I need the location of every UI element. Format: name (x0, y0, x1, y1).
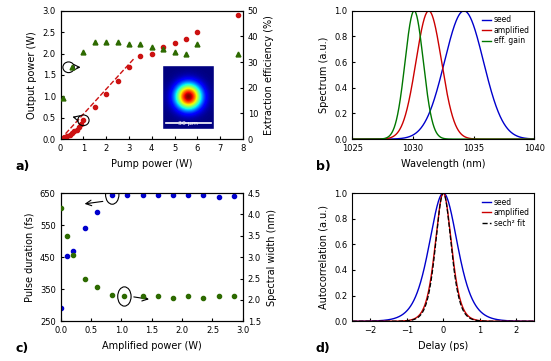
Legend: seed, amplified, sech² fit: seed, amplified, sech² fit (481, 197, 531, 229)
Legend: seed, amplified, eff. gain: seed, amplified, eff. gain (481, 15, 531, 46)
Y-axis label: Spectral width (nm): Spectral width (nm) (267, 209, 277, 306)
Y-axis label: Extraction efficiency (%): Extraction efficiency (%) (264, 15, 274, 135)
X-axis label: Amplified power (W): Amplified power (W) (102, 341, 202, 351)
Text: c): c) (15, 342, 28, 355)
Text: d): d) (316, 342, 331, 355)
Text: a): a) (15, 160, 29, 173)
Y-axis label: Spectrum (a.u.): Spectrum (a.u.) (318, 37, 328, 113)
X-axis label: Wavelength (nm): Wavelength (nm) (401, 158, 485, 169)
X-axis label: Delay (ps): Delay (ps) (418, 341, 468, 351)
X-axis label: Pump power (W): Pump power (W) (111, 158, 192, 169)
Text: b): b) (316, 160, 331, 173)
Y-axis label: Pulse duration (fs): Pulse duration (fs) (24, 212, 34, 302)
Y-axis label: Autocorrelation (a.u.): Autocorrelation (a.u.) (318, 205, 328, 309)
Y-axis label: Output power (W): Output power (W) (27, 31, 37, 119)
